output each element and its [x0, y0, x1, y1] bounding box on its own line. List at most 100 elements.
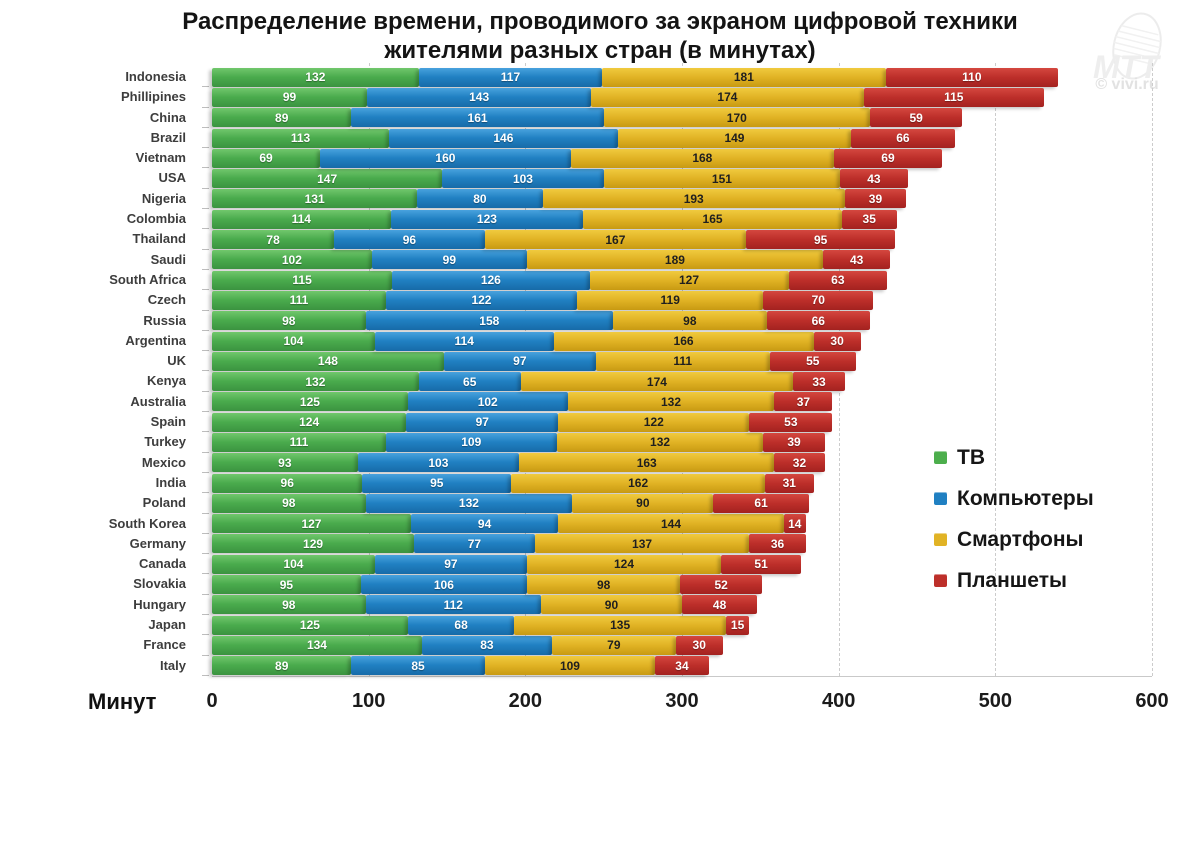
- bar-segment-computers: 109: [385, 432, 557, 452]
- bar-segment-tablets: 37: [774, 392, 833, 412]
- bar-segment-tv: 147: [212, 169, 443, 189]
- legend-label-tv: ТВ: [957, 445, 985, 469]
- category-label: Nigeria: [0, 189, 209, 210]
- bar-segment-tablets: 70: [763, 290, 874, 310]
- bar-segment-smartphones: 193: [542, 189, 845, 209]
- bar-value-label: 30: [830, 334, 844, 348]
- category-label-text: Canada: [139, 556, 186, 572]
- bar-value-label: 39: [868, 191, 883, 206]
- bar-value-label: 181: [733, 70, 754, 85]
- bar-segment-computers: 103: [357, 453, 520, 473]
- legend-swatch-computers: [934, 492, 947, 505]
- bar-value-label: 158: [479, 313, 500, 328]
- y-tick-mark: [202, 451, 209, 453]
- y-tick-mark: [202, 654, 209, 656]
- gridline: [1152, 63, 1153, 676]
- bar-segment-tv: 124: [212, 412, 407, 432]
- bar-value-label: 97: [513, 354, 527, 369]
- bar-segment-computers: 94: [410, 514, 559, 534]
- y-tick-mark: [202, 532, 209, 534]
- category-label-text: Brazil: [150, 129, 186, 145]
- bar-segment-tablets: 52: [680, 575, 762, 595]
- bar-segment-tv: 93: [212, 453, 358, 473]
- bar-segment-tv: 129: [212, 534, 415, 554]
- bar-value-label: 89: [275, 110, 289, 125]
- bar-value-label: 35: [862, 212, 876, 227]
- bar-value-label: 114: [291, 212, 311, 227]
- bar-value-label: 111: [289, 293, 309, 308]
- bar-value-label: 98: [596, 577, 611, 592]
- chart-title-line1: Распределение времени, проводимого за эк…: [182, 8, 1018, 35]
- y-tick-mark: [202, 370, 209, 372]
- bar-segment-smartphones: 170: [603, 108, 870, 128]
- bar-row: 129 77 137 36: [212, 534, 1152, 554]
- category-label: Mexico: [0, 453, 209, 473]
- bar-value-label: 93: [278, 455, 292, 470]
- y-tick-mark: [202, 289, 209, 291]
- y-tick-mark: [202, 634, 209, 636]
- bar-segment-smartphones: 135: [514, 615, 726, 635]
- bar-segment-tablets: 61: [713, 493, 809, 513]
- bar-segment-smartphones: 174: [591, 87, 864, 107]
- bar-segment-tablets: 59: [869, 108, 963, 128]
- bar-segment-computers: 132: [365, 493, 573, 513]
- category-label-text: Hungary: [133, 596, 186, 612]
- bar-segment-tablets: 30: [813, 331, 861, 351]
- bar-value-label: 61: [754, 496, 768, 511]
- bar-value-label: 143: [469, 90, 490, 105]
- bar-segment-computers: 97: [443, 351, 596, 371]
- bar-value-label: 69: [881, 151, 895, 166]
- bar-value-label: 30: [692, 638, 706, 653]
- bar-segment-tablets: 30: [675, 635, 723, 655]
- category-label-text: Japan: [148, 617, 186, 633]
- bar-row: 127 94 144 14: [212, 514, 1152, 534]
- bar-row: 98 158 98 66: [212, 311, 1152, 331]
- y-tick-mark: [202, 268, 209, 270]
- bar-value-label: 134: [306, 638, 327, 653]
- bar-value-label: 34: [675, 658, 689, 673]
- category-label-text: Mexico: [141, 454, 186, 470]
- bar-value-label: 43: [849, 252, 864, 267]
- bar-row: 89 161 170 59: [212, 108, 1152, 128]
- bar-value-label: 168: [692, 151, 713, 166]
- y-tick-mark: [202, 390, 209, 392]
- bar-value-label: 160: [435, 151, 456, 166]
- bar-row: 104 114 166 30: [212, 331, 1152, 351]
- bar-segment-smartphones: 127: [589, 270, 789, 290]
- bar-segment-smartphones: 163: [519, 453, 775, 473]
- bar-value-label: 103: [512, 171, 533, 186]
- bar-segment-tablets: 43: [840, 169, 908, 189]
- bar-row: 148 97 111 55: [212, 351, 1152, 371]
- bar-value-label: 33: [812, 374, 826, 389]
- category-label: Saudi: [0, 250, 209, 270]
- bar-segment-smartphones: 137: [534, 534, 750, 554]
- bar-segment-smartphones: 151: [603, 169, 841, 189]
- category-label: Turkey: [0, 432, 209, 453]
- bar-segment-tablets: 14: [783, 514, 806, 534]
- bar-row: 111 109 132 39: [212, 432, 1152, 452]
- x-tick: 500: [978, 690, 1013, 712]
- category-labels: Indonesia Phillipines China Brazil Vietnam US…: [0, 67, 209, 676]
- bar-value-label: 99: [442, 252, 457, 267]
- category-label: Vietnam: [0, 148, 209, 169]
- y-tick-mark: [202, 309, 209, 311]
- bar-segment-computers: 146: [389, 128, 618, 148]
- bar-segment-computers: 103: [442, 169, 604, 189]
- bar-value-label: 124: [299, 415, 320, 430]
- bar-value-label: 119: [660, 293, 680, 308]
- category-label: USA: [0, 168, 209, 189]
- category-label: India: [0, 473, 209, 494]
- legend-item-smartphones: Смартфоны: [934, 519, 1094, 560]
- bar-segment-computers: 106: [360, 575, 527, 595]
- legend-label-tablets: Планшеты: [957, 568, 1067, 592]
- bar-segment-tablets: 43: [822, 250, 891, 270]
- category-label: Spain: [0, 412, 209, 433]
- bar-segment-tablets: 55: [769, 351, 856, 371]
- bar-value-label: 115: [944, 90, 964, 105]
- bar-value-label: 162: [628, 476, 649, 491]
- y-tick-mark: [202, 593, 209, 595]
- bar-segment-tablets: 53: [749, 412, 833, 432]
- bar-segment-tablets: 39: [844, 189, 906, 209]
- bar-value-label: 170: [726, 110, 747, 125]
- bar-value-label: 151: [711, 171, 732, 186]
